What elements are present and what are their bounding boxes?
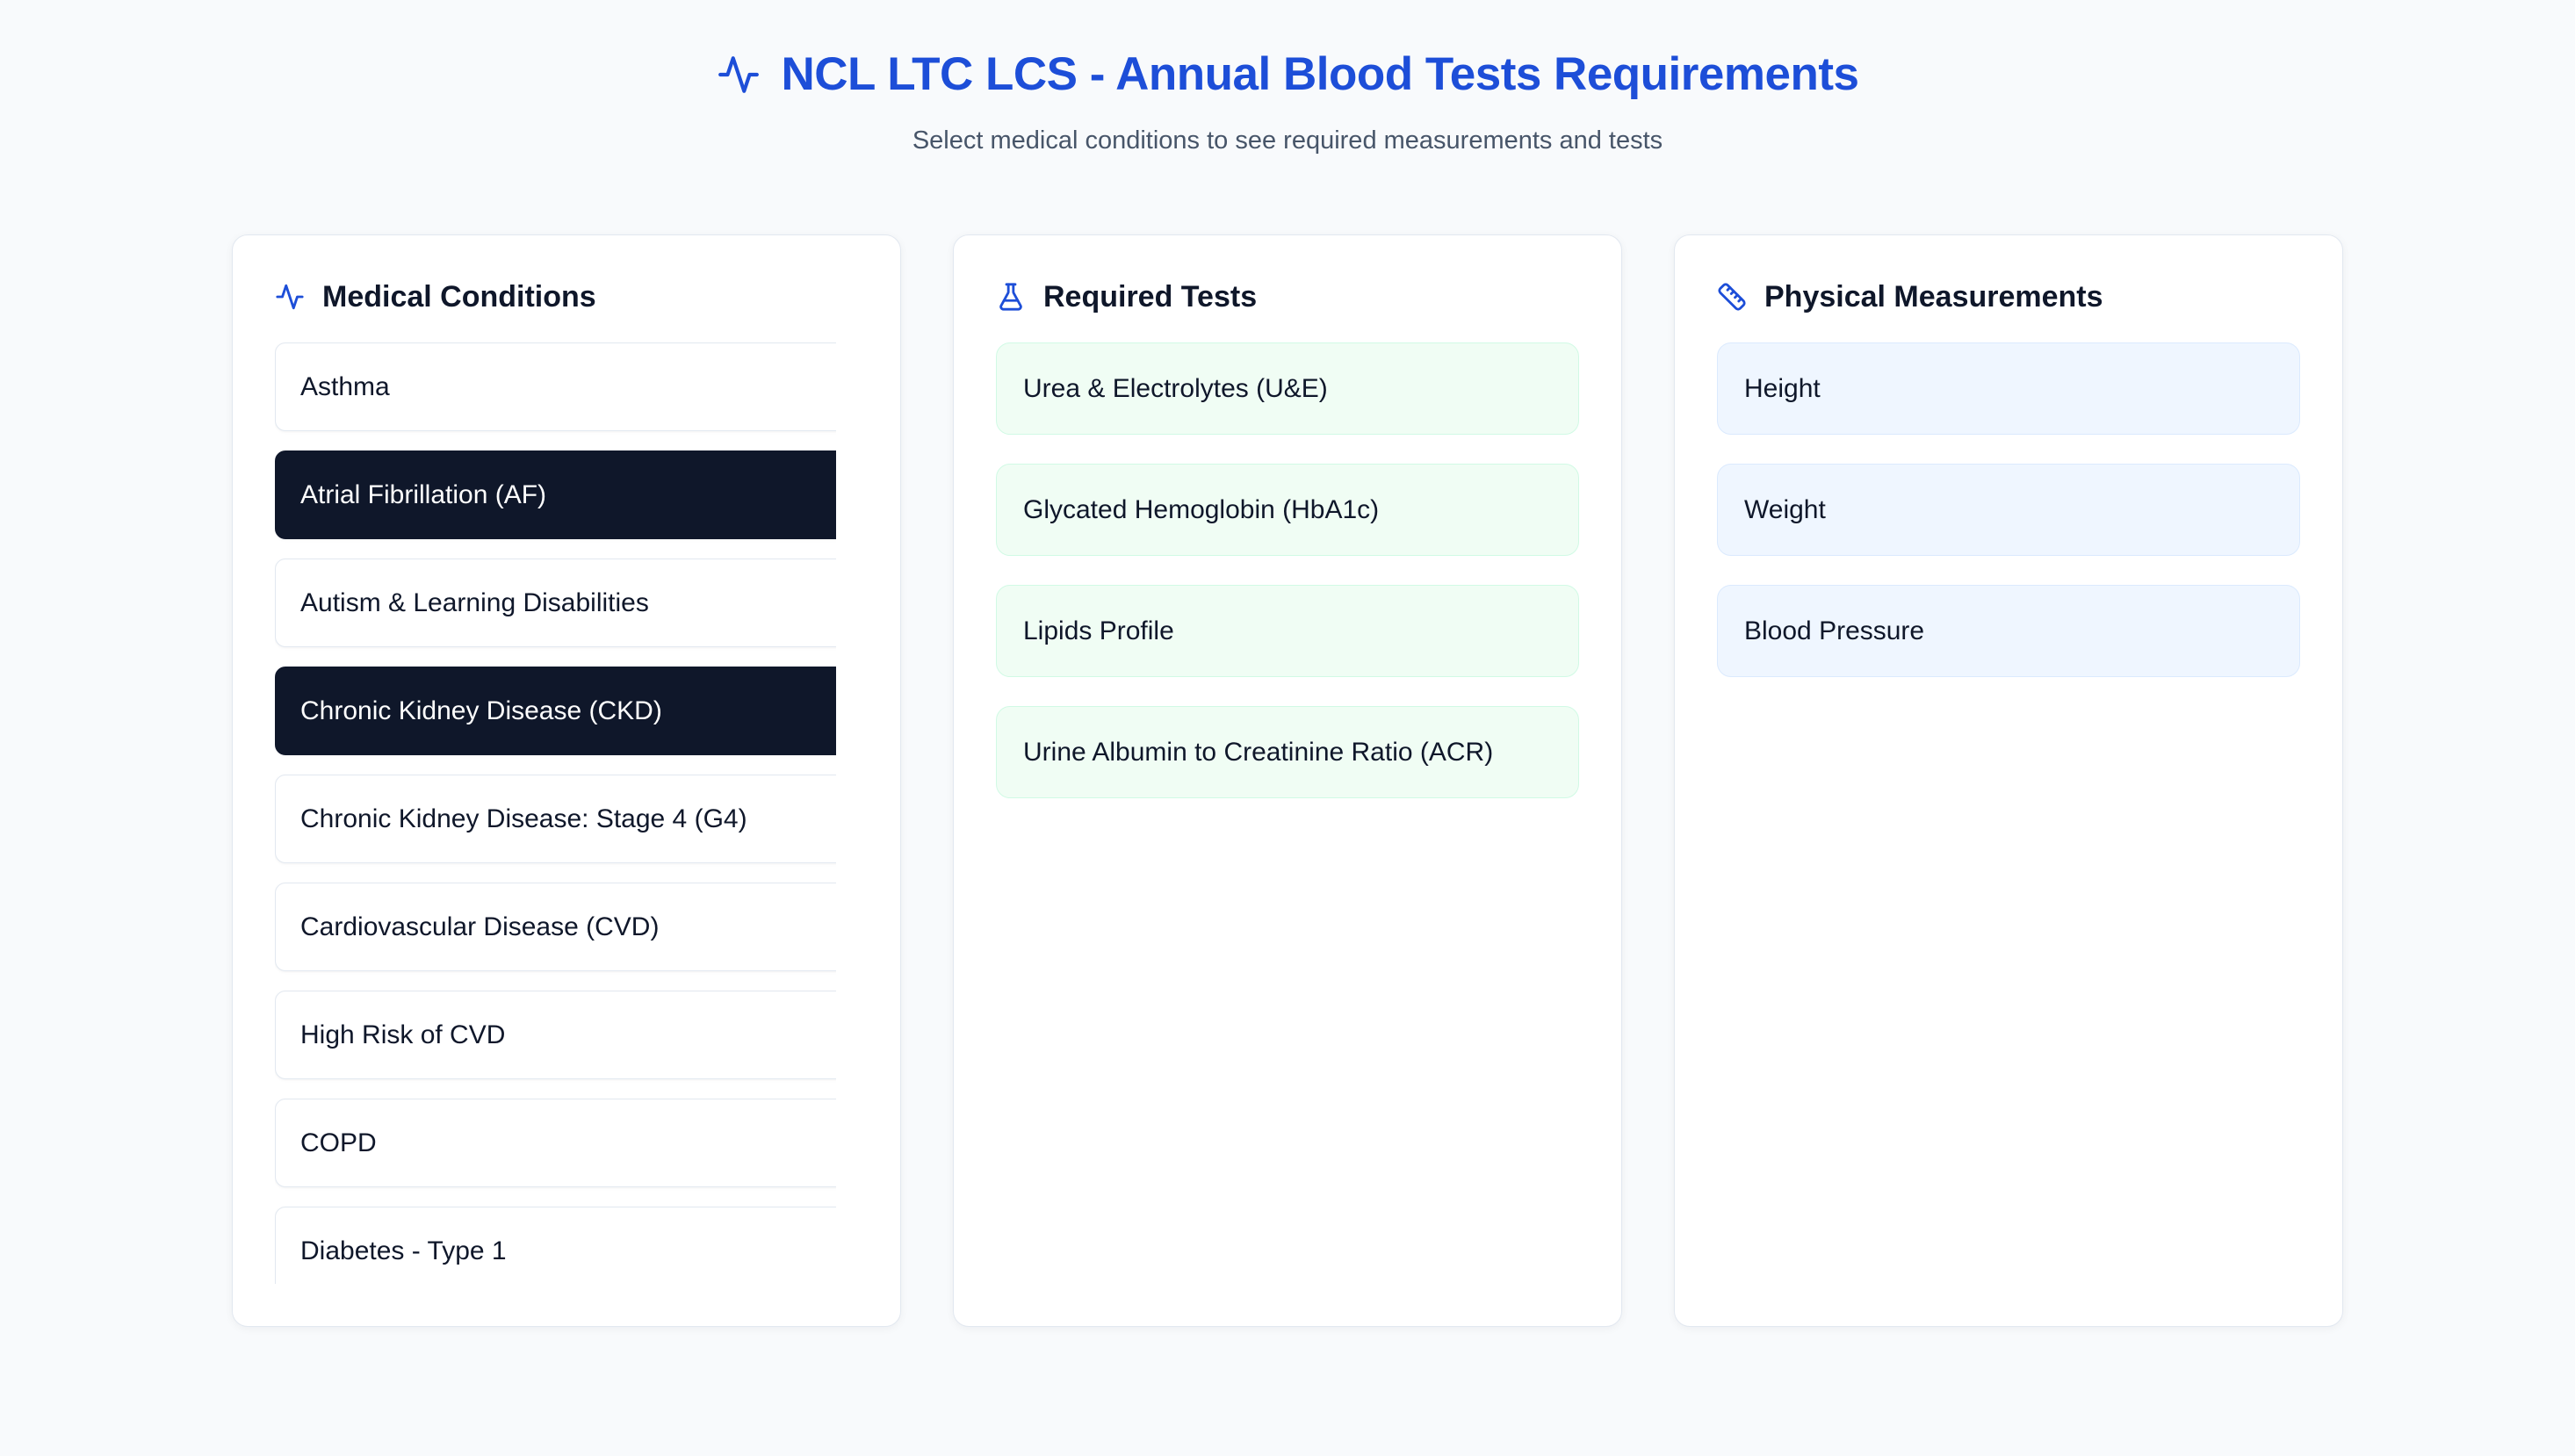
condition-item[interactable]: Diabetes - Type 1: [275, 1207, 836, 1284]
panel-title: Physical Measurements: [1764, 280, 2103, 314]
ruler-icon: [1718, 283, 1746, 311]
page-title-row: NCL LTC LCS - Annual Blood Tests Require…: [0, 47, 2575, 102]
tests-list: Urea & Electrolytes (U&E) Glycated Hemogl…: [996, 342, 1579, 798]
measurement-item: Blood Pressure: [1717, 585, 2300, 677]
page: NCL LTC LCS - Annual Blood Tests Require…: [0, 47, 2575, 1327]
page-header: NCL LTC LCS - Annual Blood Tests Require…: [0, 47, 2575, 156]
test-item: Urea & Electrolytes (U&E): [996, 342, 1579, 435]
panels-row: Medical Conditions Asthma Atrial Fibrilla…: [232, 234, 2343, 1327]
condition-item[interactable]: COPD: [275, 1099, 836, 1187]
condition-item[interactable]: Autism & Learning Disabilities: [275, 559, 836, 647]
page-subtitle: Select medical conditions to see require…: [912, 126, 1663, 155]
condition-item[interactable]: Chronic Kidney Disease (CKD): [275, 667, 836, 755]
condition-item[interactable]: High Risk of CVD: [275, 991, 836, 1079]
panel-required-tests-header: Required Tests: [996, 278, 1579, 316]
condition-item[interactable]: Asthma: [275, 342, 836, 431]
panel-required-tests: Required Tests Urea & Electrolytes (U&E)…: [953, 234, 1622, 1327]
panel-medical-conditions: Medical Conditions Asthma Atrial Fibrilla…: [232, 234, 901, 1327]
activity-icon: [718, 56, 759, 93]
panel-title: Required Tests: [1043, 280, 1258, 314]
panel-physical-measurements: Physical Measurements Height Weight Blood …: [1674, 234, 2343, 1327]
page-title: NCL LTC LCS - Annual Blood Tests Require…: [781, 48, 1860, 100]
test-item: Lipids Profile: [996, 585, 1579, 677]
flask-icon: [999, 283, 1022, 311]
measurement-item: Weight: [1717, 464, 2300, 556]
condition-item[interactable]: Atrial Fibrillation (AF): [275, 450, 836, 539]
measurement-item: Height: [1717, 342, 2300, 435]
panel-physical-measurements-header: Physical Measurements: [1717, 278, 2300, 316]
conditions-list: Asthma Atrial Fibrillation (AF) Autism & L…: [275, 342, 836, 1284]
panel-title: Medical Conditions: [322, 280, 596, 314]
panel-medical-conditions-header: Medical Conditions: [275, 278, 858, 316]
activity-icon: [276, 284, 304, 310]
condition-item[interactable]: Chronic Kidney Disease: Stage 4 (G4): [275, 775, 836, 863]
test-item: Glycated Hemoglobin (HbA1c): [996, 464, 1579, 556]
condition-item[interactable]: Cardiovascular Disease (CVD): [275, 883, 836, 971]
test-item: Urine Albumin to Creatinine Ratio (ACR): [996, 706, 1579, 798]
measurements-list: Height Weight Blood Pressure: [1717, 342, 2300, 677]
